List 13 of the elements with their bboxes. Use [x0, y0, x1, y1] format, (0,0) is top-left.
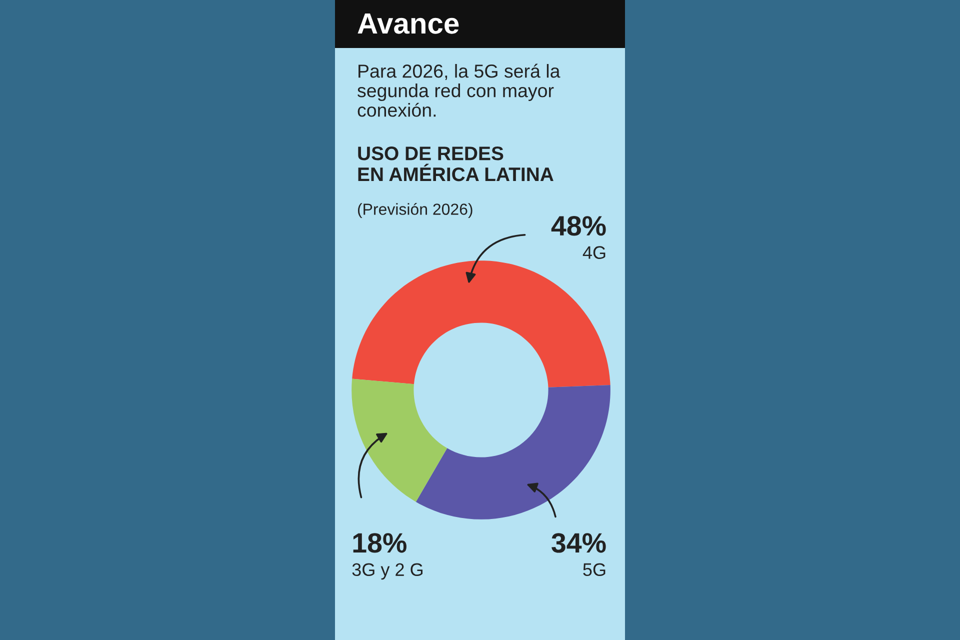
donut-slice	[352, 378, 448, 502]
data-label: 48%	[551, 216, 606, 236]
slice-label: 4G	[582, 246, 606, 259]
data-label: 34%	[552, 533, 606, 553]
chart-title: Avance	[358, 13, 459, 34]
text: USO DE REDES EN AMÉRICA LATINA	[358, 146, 554, 182]
donut-slice	[352, 260, 610, 388]
text: (Previsión 2026)	[358, 202, 472, 218]
slice-label: 3G y 2 G	[352, 563, 422, 580]
data-label: 18%	[353, 533, 406, 553]
chart-subtitle: Para 2026, la 5G será la segunda red con mayor conexión.	[358, 64, 560, 117]
slice-label: 5G	[583, 563, 606, 576]
donut-slice	[416, 385, 610, 520]
